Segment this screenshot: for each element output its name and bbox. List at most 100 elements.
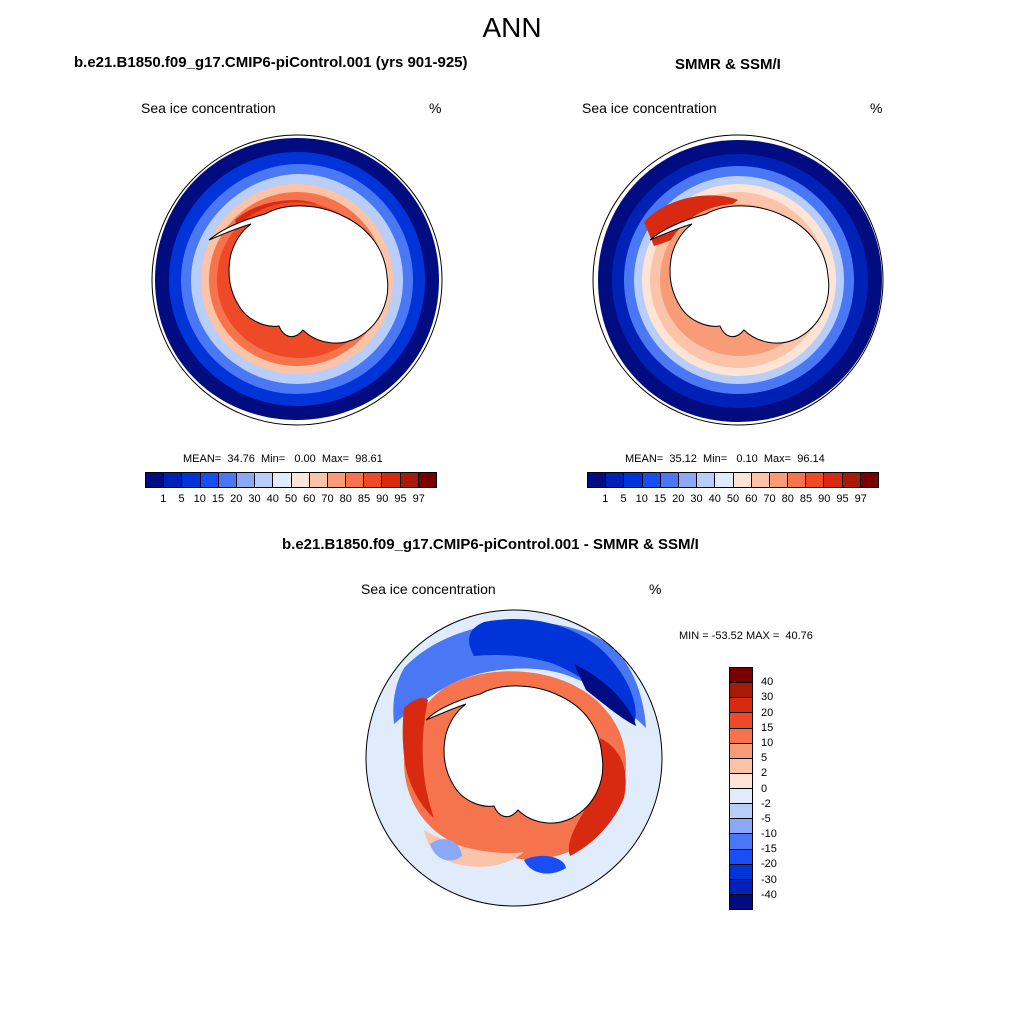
colorbar-box [861, 473, 878, 487]
colorbar-tick-label: 70 [321, 493, 333, 505]
colorbar-tick-label: -15 [761, 843, 777, 855]
colorbar-tick-label: 5 [761, 752, 767, 764]
colorbar-box [770, 473, 788, 487]
colorbar-tick-label: 5 [620, 493, 626, 505]
colorbar-box [730, 834, 752, 849]
colorbar-box [788, 473, 806, 487]
colorbar-box [730, 804, 752, 819]
colorbar-box [364, 473, 382, 487]
colorbar-box [624, 473, 642, 487]
colorbar-tick-label: 15 [654, 493, 666, 505]
colorbar-box [730, 683, 752, 698]
model-stats: MEAN= 34.76 Min= 0.00 Max= 98.61 [183, 453, 383, 465]
model-panel-title: b.e21.B1850.f09_g17.CMIP6-piControl.001 … [74, 54, 468, 71]
colorbar-tick-label: 50 [727, 493, 739, 505]
colorbar-tick-label: 97 [855, 493, 867, 505]
colorbar-tick-label: 0 [761, 783, 767, 795]
colorbar-tick-label: 30 [248, 493, 260, 505]
colorbar-box [382, 473, 400, 487]
colorbar-tick-label: 15 [212, 493, 224, 505]
colorbar-tick-label: -20 [761, 858, 777, 870]
colorbar-box [643, 473, 661, 487]
colorbar-tick-label: 20 [230, 493, 242, 505]
obs-panel-title: SMMR & SSM/I [675, 56, 781, 73]
colorbar-tick-label: 50 [285, 493, 297, 505]
colorbar-tick-label: 97 [413, 493, 425, 505]
colorbar-tick-label: 1 [602, 493, 608, 505]
colorbar-box [730, 713, 752, 728]
colorbar-tick-label: 95 [836, 493, 848, 505]
colorbar-tick-label: 70 [763, 493, 775, 505]
colorbar-tick-label: -5 [761, 813, 771, 825]
colorbar-box [730, 789, 752, 804]
colorbar-tick-label: 2 [761, 767, 767, 779]
colorbar-box [824, 473, 842, 487]
colorbar-box [730, 819, 752, 834]
colorbar-box [661, 473, 679, 487]
colorbar-tick-label: 85 [800, 493, 812, 505]
obs-colorbar [587, 472, 879, 488]
colorbar-tick-label: -30 [761, 874, 777, 886]
colorbar-box [715, 473, 733, 487]
colorbar-box [730, 865, 752, 880]
model-variable-label: Sea ice concentration [141, 100, 276, 116]
colorbar-tick-label: 40 [267, 493, 279, 505]
colorbar-tick-label: -10 [761, 828, 777, 840]
figure-title: ANN [0, 12, 1024, 44]
colorbar-tick-label: 30 [761, 691, 773, 703]
colorbar-tick-label: 20 [761, 707, 773, 719]
colorbar-box [730, 729, 752, 744]
colorbar-tick-label: 95 [394, 493, 406, 505]
colorbar-tick-label: 10 [761, 737, 773, 749]
colorbar-box [679, 473, 697, 487]
diff-minmax: MIN = -53.52 MAX = 40.76 [679, 630, 813, 642]
diff-panel-title: b.e21.B1850.f09_g17.CMIP6-piControl.001 … [282, 536, 699, 553]
colorbar-box [843, 473, 861, 487]
colorbar-tick-label: 15 [761, 722, 773, 734]
colorbar-box [697, 473, 715, 487]
colorbar-tick-label: 1 [160, 493, 166, 505]
colorbar-tick-label: 40 [709, 493, 721, 505]
colorbar-box [255, 473, 273, 487]
colorbar-box [734, 473, 752, 487]
model-polar-map [147, 130, 447, 430]
diff-colorbar [729, 667, 753, 910]
colorbar-tick-label: 10 [636, 493, 648, 505]
colorbar-tick-label: 85 [358, 493, 370, 505]
colorbar-box [328, 473, 346, 487]
colorbar-tick-label: 5 [178, 493, 184, 505]
colorbar-tick-label: 60 [745, 493, 757, 505]
colorbar-box [346, 473, 364, 487]
colorbar-box [146, 473, 164, 487]
colorbar-tick-label: 90 [818, 493, 830, 505]
colorbar-tick-label: 30 [690, 493, 702, 505]
colorbar-box [237, 473, 255, 487]
diff-units-label: % [649, 581, 661, 597]
colorbar-box [730, 744, 752, 759]
colorbar-box [730, 774, 752, 789]
colorbar-box [752, 473, 770, 487]
obs-polar-map [588, 130, 888, 430]
colorbar-box [730, 895, 752, 909]
colorbar-box [401, 473, 419, 487]
colorbar-box [730, 668, 752, 683]
colorbar-box [730, 759, 752, 774]
colorbar-box [310, 473, 328, 487]
colorbar-box [201, 473, 219, 487]
colorbar-tick-label: 80 [340, 493, 352, 505]
model-units-label: % [429, 100, 441, 116]
colorbar-box [292, 473, 310, 487]
colorbar-box [730, 850, 752, 865]
colorbar-box [219, 473, 237, 487]
obs-units-label: % [870, 100, 882, 116]
obs-variable-label: Sea ice concentration [582, 100, 717, 116]
colorbar-tick-label: 60 [303, 493, 315, 505]
colorbar-tick-label: 90 [376, 493, 388, 505]
colorbar-tick-label: 20 [672, 493, 684, 505]
colorbar-tick-label: 80 [782, 493, 794, 505]
colorbar-box [806, 473, 824, 487]
model-colorbar [145, 472, 437, 488]
colorbar-box [419, 473, 436, 487]
colorbar-box [606, 473, 624, 487]
colorbar-box [182, 473, 200, 487]
